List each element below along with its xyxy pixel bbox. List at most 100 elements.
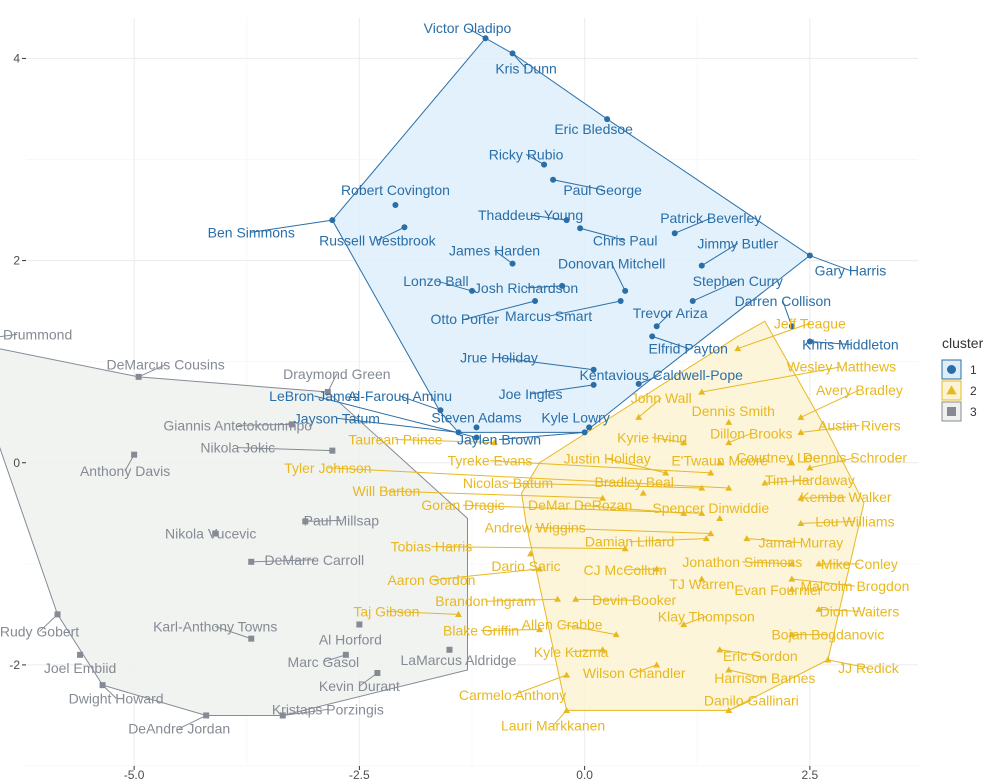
leader-line — [323, 654, 347, 663]
leader-line — [683, 615, 707, 625]
leader-line — [215, 626, 252, 640]
leader-line — [489, 460, 711, 474]
leader-line — [251, 559, 315, 563]
leader-line — [305, 519, 342, 522]
point-marker — [639, 489, 647, 496]
x-tick-label: -5.0 — [124, 768, 145, 781]
point-marker — [527, 550, 535, 557]
point-label: TJ Warren — [669, 576, 734, 592]
point-labels: Victor Oladipo Kris Dunn Eric Bledsoe Ricky… — [0, 20, 909, 736]
leader-line — [737, 322, 811, 350]
leader-line — [237, 423, 292, 426]
leader-line — [512, 53, 527, 69]
point-marker — [707, 469, 715, 476]
point-marker — [437, 407, 444, 414]
leader-line — [719, 649, 761, 657]
leader-line — [431, 546, 626, 550]
point-marker — [617, 298, 624, 305]
point-marker — [716, 646, 724, 653]
point-marker — [761, 479, 769, 486]
leader-line — [481, 629, 540, 632]
y-tick-label: 2 — [13, 254, 20, 268]
point-marker — [797, 428, 805, 436]
point-label: Nikola Jokic — [200, 440, 275, 456]
leader-line — [282, 708, 328, 716]
cluster-hulls — [0, 37, 865, 716]
point-marker — [788, 575, 796, 582]
point-label: Dillon Brooks — [710, 425, 792, 441]
leader-line — [692, 280, 739, 302]
leader-line — [327, 467, 729, 489]
point-label: Nicolas Batum — [463, 475, 553, 491]
point-marker — [563, 706, 571, 713]
point-marker — [509, 260, 516, 267]
point-marker — [797, 494, 805, 501]
point-marker — [473, 434, 480, 441]
point-label: Spencer Dinwiddie — [652, 500, 769, 516]
point-label: DeAndre Jordan — [128, 721, 230, 737]
point-marker — [689, 298, 696, 305]
point-label: Al-Farouq Aminu — [348, 388, 452, 404]
point-marker — [131, 451, 138, 458]
point-label: Lou Williams — [815, 513, 894, 529]
point-marker — [707, 530, 715, 537]
point-label: JJ Redick — [838, 660, 900, 676]
leader-line — [237, 447, 333, 452]
point-marker — [469, 287, 475, 294]
point-marker — [559, 282, 566, 289]
point-marker — [806, 464, 814, 471]
point-marker — [698, 509, 706, 516]
point-label: Dario Saric — [491, 558, 560, 574]
point-label: Nikola Vucevic — [165, 526, 256, 542]
point-marker — [324, 389, 331, 395]
point-marker — [788, 323, 795, 330]
point-marker — [541, 161, 548, 168]
point-label: Kentavious Caldwell-Pope — [579, 367, 743, 383]
point-label: Damian Lillard — [585, 534, 674, 550]
leader-line — [579, 227, 626, 241]
point-marker — [536, 565, 544, 572]
leader-line — [138, 364, 166, 378]
point-label: Jaylen Brown — [457, 432, 541, 448]
point-marker — [649, 333, 656, 340]
point-marker — [288, 421, 295, 428]
leader-line — [485, 598, 558, 602]
leader-line — [535, 526, 711, 535]
point-marker — [401, 224, 408, 231]
leader-line — [530, 214, 567, 221]
point-marker — [788, 459, 796, 466]
point-marker — [653, 565, 661, 572]
point-marker — [698, 262, 705, 269]
point-label: Patrick Beverley — [660, 210, 761, 226]
point-label: Ben Simmons — [208, 224, 295, 240]
x-tick-label: 2.5 — [802, 768, 819, 781]
point-marker — [698, 484, 706, 491]
point-marker — [590, 381, 597, 388]
point-marker — [532, 298, 539, 305]
leader-line — [464, 300, 536, 320]
point-marker — [725, 439, 733, 446]
leader-line — [634, 664, 657, 674]
point-label: Devin Booker — [592, 592, 676, 608]
point-marker — [698, 388, 706, 395]
point-marker — [212, 530, 219, 537]
leader-line — [431, 568, 540, 581]
point-label: Carmelo Anthony — [459, 687, 566, 703]
cluster-2-hull — [521, 320, 865, 711]
leader-line — [178, 715, 207, 730]
point-label: Donovan Mitchell — [558, 256, 665, 272]
point-marker — [716, 459, 724, 466]
point-marker — [572, 595, 580, 602]
point-marker — [788, 585, 796, 592]
point-label: Joel Embiid — [44, 660, 116, 676]
point-label: Stephen Curry — [693, 273, 783, 289]
leader-line — [728, 669, 765, 679]
point-marker — [806, 252, 813, 259]
point-label: Joe Ingles — [499, 386, 563, 402]
y-tick-label: 4 — [13, 51, 20, 65]
point-label: Avery Bradley — [816, 382, 903, 398]
point-marker — [473, 424, 480, 431]
point-label: Eric Gordon — [723, 648, 798, 664]
point-marker — [455, 610, 462, 617]
point-marker — [815, 605, 823, 612]
